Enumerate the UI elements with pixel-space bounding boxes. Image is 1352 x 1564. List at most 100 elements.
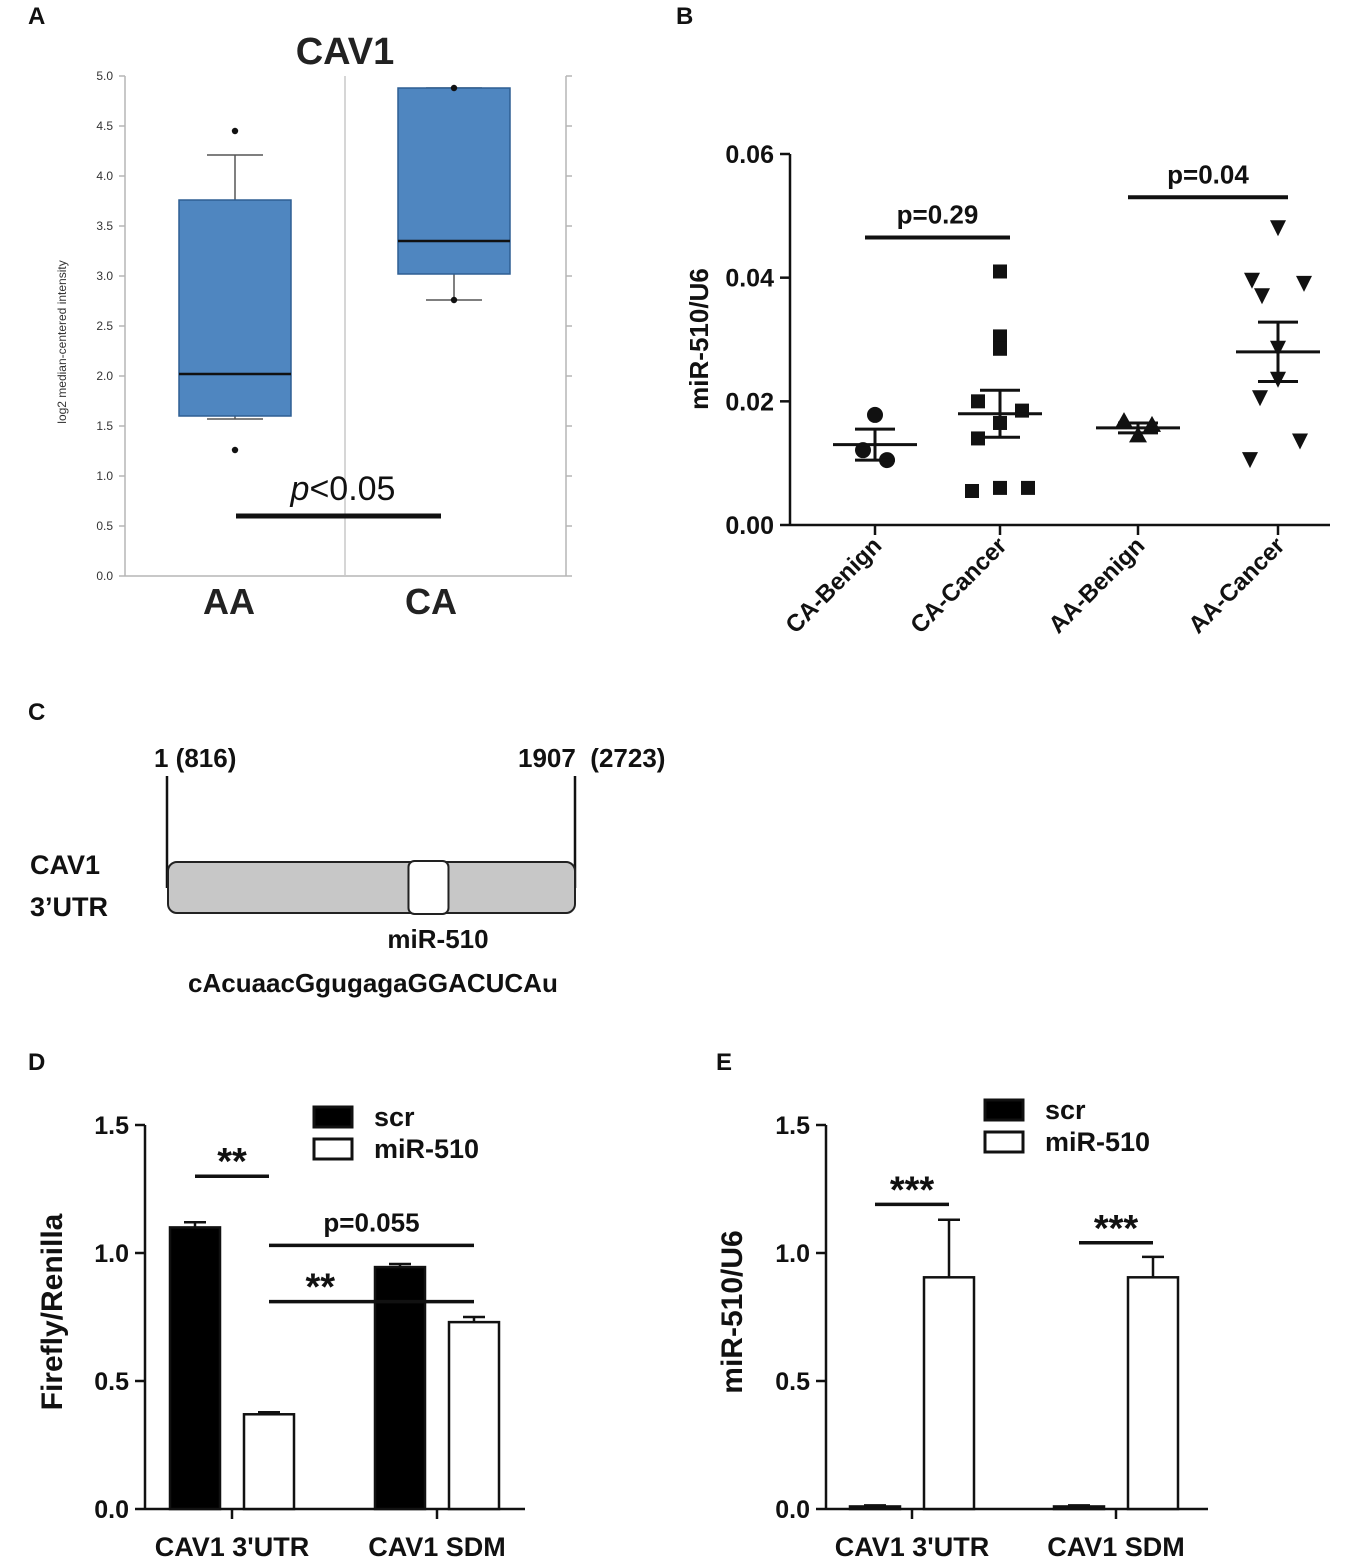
panel-a-box-aa xyxy=(178,199,292,417)
panel-a-y-tick-label: 2.5 xyxy=(96,319,113,333)
panel-b-point-ca-benign xyxy=(867,406,883,423)
panel-d-y-tick-label: 1.5 xyxy=(94,1112,129,1140)
panel-a-y-tick-label: 1.0 xyxy=(96,469,113,483)
panel-a-y-tick-label: 1.5 xyxy=(96,419,113,433)
panel-b-category-label: CA-Benign xyxy=(780,532,887,639)
panel-e-y-tick-label: 1.0 xyxy=(775,1240,810,1268)
panel-d-legend-swatch-scr xyxy=(312,1105,354,1129)
panel-a-significance-label: p<0.05 xyxy=(290,470,396,508)
panel-b-y-tick-label: 0.06 xyxy=(725,141,774,169)
panel-e-bar-scr xyxy=(1052,1505,1106,1511)
panel-b-point-ca-cancer xyxy=(993,480,1007,495)
panel-b-significance-label: p=0.29 xyxy=(897,199,979,229)
site-label: miR-510 xyxy=(387,924,488,954)
panel-a-outlier-aa xyxy=(231,446,239,454)
panel-b-point-ca-cancer xyxy=(965,483,979,498)
panel-letter-b: B xyxy=(676,3,693,30)
panel-e-y-tick-label: 1.5 xyxy=(775,1112,810,1140)
panel-b-scatter: miR-510/U6 0.00 0.02 0.04 0.06 p=0.29 p=0.04… xyxy=(684,141,1330,639)
panel-a-y-axis-label: log2 median-centered intensity xyxy=(55,260,69,423)
panel-b-point-ca-cancer xyxy=(993,329,1007,344)
panel-e-y-tick-label: 0.0 xyxy=(775,1496,810,1524)
panel-e-legend-swatch-scr xyxy=(983,1098,1025,1122)
panel-b-point-aa-cancer xyxy=(1254,288,1270,305)
panel-a-box-ca xyxy=(397,87,511,275)
panel-d-y-tick-label: 0.0 xyxy=(94,1496,129,1524)
panel-b-point-ca-cancer xyxy=(1015,403,1029,418)
panel-e-significance-label: *** xyxy=(890,1169,935,1211)
panel-a-y-tick-label: 0.5 xyxy=(96,519,113,533)
panel-d-legend-label-mir-510: miR-510 xyxy=(374,1134,479,1164)
panel-a-y-tick-label: 4.5 xyxy=(96,119,113,133)
panel-a-boxplot: CAV1 log2 median-centered intensity 0.0 0… xyxy=(55,31,572,622)
panel-b-point-ca-benign xyxy=(855,442,871,459)
panel-letter-c: C xyxy=(28,699,45,726)
panel-e-y-tick-label: 0.5 xyxy=(775,1368,810,1396)
utr-end-label: 1907 (2723) xyxy=(518,743,665,773)
panel-d-bar-chart: Firefly/Renilla 0.0 0.5 1.0 1.5 ** p=0.055 **… xyxy=(36,1102,525,1562)
panel-e-bar-mir-510 xyxy=(1126,1276,1180,1511)
panel-b-point-ca-cancer xyxy=(1021,480,1035,495)
panel-d-y-tick-label: 0.5 xyxy=(94,1368,129,1396)
panel-d-legend-label-scr: scr xyxy=(374,1102,415,1132)
panel-b-significance-label: p=0.04 xyxy=(1167,159,1249,189)
panel-e-legend-swatch-mir-510 xyxy=(983,1130,1025,1154)
panel-b-point-ca-cancer xyxy=(971,431,985,446)
panel-d-bar-mir-510 xyxy=(242,1413,296,1511)
panel-b-category-label: AA-Benign xyxy=(1043,532,1150,639)
panel-e-legend-label-scr: scr xyxy=(1045,1095,1086,1125)
panel-a-outlier-ca xyxy=(450,84,458,92)
utr-bar xyxy=(167,861,576,914)
panel-letter-d: D xyxy=(28,1049,45,1076)
panel-e-category-label-sdm: CAV1 SDM xyxy=(1047,1532,1185,1562)
panel-d-y-tick-label: 1.0 xyxy=(94,1240,129,1268)
panel-e-bar-mir-510 xyxy=(922,1276,976,1511)
panel-a-y-tick-label: 4.0 xyxy=(96,169,113,183)
panel-e-significance-label: *** xyxy=(1094,1208,1139,1250)
panel-a-category-label-aa: AA xyxy=(203,581,255,622)
panel-a-outlier-ca xyxy=(450,296,458,304)
panel-b-y-tick-label: 0.02 xyxy=(725,388,774,416)
panel-a-y-tick-label: 3.0 xyxy=(96,269,113,283)
utr-start-label: 1 (816) xyxy=(154,743,236,773)
gene-label-line2: 3’UTR xyxy=(30,892,108,922)
panel-letter-e: E xyxy=(716,1049,732,1076)
panel-a-title: CAV1 xyxy=(296,31,395,73)
panel-a-category-label-ca: CA xyxy=(405,581,457,622)
panel-d-significance-label: p=0.055 xyxy=(323,1207,419,1237)
site-sequence: cAcuaacGgugagaGGACUCAu xyxy=(188,968,558,998)
panel-b-point-aa-cancer xyxy=(1242,452,1258,469)
panel-d-category-label-utr: CAV1 3'UTR xyxy=(155,1532,309,1562)
panel-d-bar-mir-510 xyxy=(447,1320,501,1511)
panel-d-y-axis-label: Firefly/Renilla xyxy=(36,1213,69,1410)
panel-a-outlier-aa xyxy=(231,127,239,135)
panel-b-y-axis-label: miR-510/U6 xyxy=(684,268,714,410)
panel-b-point-ca-cancer xyxy=(993,341,1007,356)
panel-d-significance-label: ** xyxy=(305,1267,335,1309)
panel-d-legend-swatch-mir-510 xyxy=(312,1137,354,1161)
panel-b-y-tick-label: 0.00 xyxy=(725,512,774,540)
panel-b-category-label: AA-Cancer xyxy=(1183,532,1290,639)
panel-b-point-aa-benign xyxy=(1115,412,1133,429)
panel-a-y-tick-label: 0.0 xyxy=(96,569,113,583)
gene-label-line1: CAV1 xyxy=(30,850,100,880)
panel-a-y-tick-label: 2.0 xyxy=(96,369,113,383)
panel-d-significance-label: ** xyxy=(217,1141,247,1183)
panel-e-legend-label-mir-510: miR-510 xyxy=(1045,1127,1150,1157)
panel-b-point-ca-cancer xyxy=(993,264,1007,279)
panel-b-point-aa-cancer xyxy=(1270,220,1286,237)
panel-d-bar-scr xyxy=(168,1226,222,1511)
panel-a-y-tick-label: 5.0 xyxy=(96,69,113,83)
panel-b-point-aa-cancer xyxy=(1244,272,1260,289)
panel-b-point-aa-cancer xyxy=(1296,275,1312,292)
panel-a-y-tick-label: 3.5 xyxy=(96,219,113,233)
panel-letter-a: A xyxy=(28,3,45,30)
panel-e-y-axis-label: miR-510/U6 xyxy=(716,1230,749,1393)
panel-d-category-label-sdm: CAV1 SDM xyxy=(368,1532,506,1562)
panel-e-category-label-utr: CAV1 3'UTR xyxy=(835,1532,989,1562)
panel-e-bar-scr xyxy=(848,1505,902,1511)
panel-b-point-ca-cancer xyxy=(971,394,985,409)
panel-c-utr-schematic: 1 (816) 1907 (2723) CAV1 3’UTR miR-510 c… xyxy=(30,743,665,998)
panel-b-category-label: CA-Cancer xyxy=(905,532,1012,639)
